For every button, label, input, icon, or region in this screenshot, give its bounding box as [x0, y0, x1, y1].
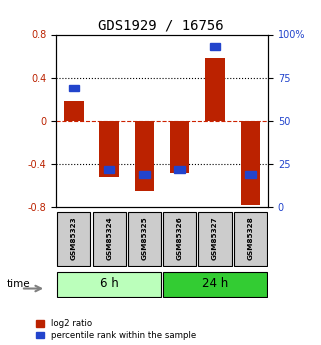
Bar: [64, 101, 83, 121]
Text: 24 h: 24 h: [202, 277, 228, 290]
FancyBboxPatch shape: [57, 212, 91, 266]
Bar: [245, 171, 256, 178]
Bar: [210, 43, 220, 50]
Bar: [205, 58, 225, 121]
FancyBboxPatch shape: [198, 212, 232, 266]
Text: GSM85323: GSM85323: [71, 216, 77, 259]
Text: GSM85327: GSM85327: [212, 216, 218, 259]
Text: GSM85328: GSM85328: [247, 216, 253, 260]
Bar: [100, 121, 119, 177]
FancyBboxPatch shape: [163, 272, 267, 297]
Bar: [68, 85, 79, 91]
FancyBboxPatch shape: [128, 212, 161, 266]
Text: GSM85325: GSM85325: [142, 216, 147, 260]
Bar: [139, 171, 150, 178]
FancyBboxPatch shape: [92, 212, 126, 266]
Bar: [135, 121, 154, 191]
Text: GSM85324: GSM85324: [106, 216, 112, 259]
FancyBboxPatch shape: [163, 212, 196, 266]
Text: 6 h: 6 h: [100, 277, 118, 290]
Bar: [104, 166, 114, 172]
Bar: [174, 166, 185, 172]
FancyBboxPatch shape: [234, 212, 267, 266]
Legend: log2 ratio, percentile rank within the sample: log2 ratio, percentile rank within the s…: [36, 319, 196, 340]
Bar: [170, 121, 189, 172]
Bar: [241, 121, 260, 205]
Text: GSM85326: GSM85326: [177, 216, 183, 260]
FancyBboxPatch shape: [57, 272, 161, 297]
Text: time: time: [6, 279, 30, 289]
Text: GDS1929 / 16756: GDS1929 / 16756: [98, 19, 223, 33]
